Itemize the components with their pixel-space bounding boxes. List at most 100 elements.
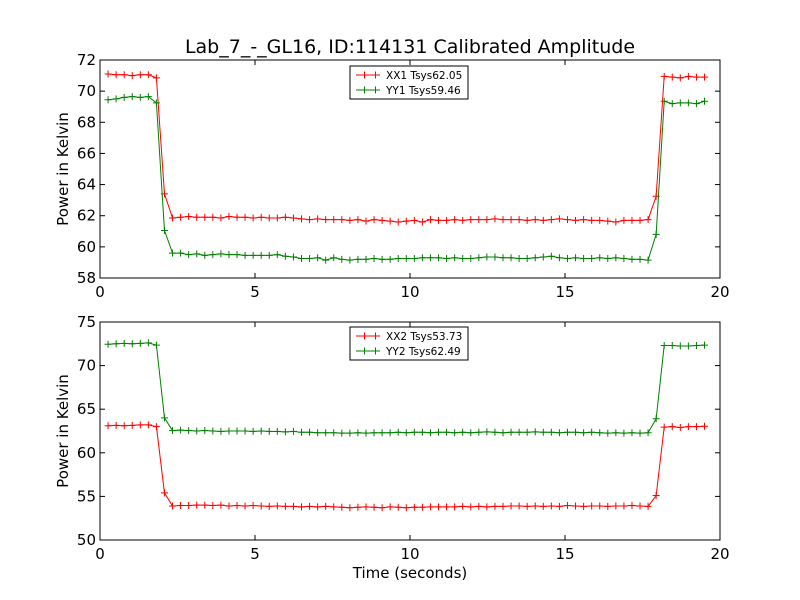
data-point-0-1-0 [104,96,112,104]
data-point-1-1-3 [128,340,136,348]
data-point-1-0-7 [160,489,168,497]
data-point-1-1-39 [418,428,426,436]
data-point-0-0-62 [604,217,612,225]
data-point-1-0-47 [483,503,491,511]
data-point-1-0-69 [660,423,668,431]
data-point-1-1-30 [346,429,354,437]
data-point-0-0-51 [515,216,523,224]
data-point-0-1-56 [555,254,563,262]
data-point-0-0-65 [628,216,636,224]
x-tick-label-0-1: 5 [250,283,260,301]
data-point-1-1-21 [273,427,281,435]
data-point-1-1-69 [660,342,668,350]
data-point-0-0-44 [459,216,467,224]
data-point-0-1-27 [322,256,330,264]
data-point-0-0-64 [620,216,628,224]
data-point-1-0-66 [636,502,644,510]
data-point-1-1-13 [209,427,217,435]
legend-marker-1-1 [361,347,379,355]
data-point-1-1-18 [249,427,257,435]
data-point-0-0-12 [201,213,209,221]
data-point-0-0-57 [563,216,571,224]
data-point-0-1-33 [370,255,378,263]
data-point-0-0-63 [612,218,620,226]
data-point-1-1-42 [443,428,451,436]
data-point-0-0-21 [273,214,281,222]
data-point-1-1-10 [185,427,193,435]
x-tick-label-1-3: 15 [555,545,574,563]
data-point-1-0-1 [112,421,120,429]
data-point-1-0-60 [588,502,596,510]
data-point-1-0-2 [120,422,128,430]
data-point-0-1-62 [604,255,612,263]
data-point-0-1-29 [338,255,346,263]
data-point-1-0-28 [330,503,338,511]
data-point-0-0-48 [491,215,499,223]
y-tick-label-1-0: 50 [77,531,96,549]
data-point-1-0-0 [104,422,112,430]
data-point-0-1-52 [523,255,531,263]
data-point-0-1-58 [572,254,580,262]
data-point-0-1-11 [193,250,201,258]
data-point-1-0-25 [306,502,314,510]
y-tick-label-0-6: 70 [77,82,96,100]
data-point-1-1-74 [701,341,708,349]
data-point-1-1-71 [676,342,684,350]
data-point-1-0-19 [257,502,265,510]
data-point-0-0-2 [120,71,128,79]
data-point-1-1-52 [523,428,531,436]
y-tick-label-0-7: 72 [77,51,96,69]
data-point-1-0-35 [386,503,394,511]
data-point-0-1-63 [612,254,620,262]
data-point-0-0-30 [346,216,354,224]
figure-title: Lab_7_-_GL16, ID:114131 Calibrated Ampli… [185,36,635,58]
data-point-0-0-32 [362,217,370,225]
data-point-1-0-27 [322,502,330,510]
legend-marker-1-0 [361,332,379,340]
data-point-1-0-39 [418,503,426,511]
data-point-1-1-8 [169,427,177,435]
data-point-1-0-48 [491,502,499,510]
data-point-1-0-23 [289,502,297,510]
data-point-0-1-22 [281,252,289,260]
data-point-1-0-43 [451,503,459,511]
y-tick-label-0-5: 68 [77,113,96,131]
data-point-1-0-4 [136,421,144,429]
data-point-1-1-36 [394,428,402,436]
data-point-1-0-18 [249,502,257,510]
data-point-0-1-14 [217,250,225,258]
legend-1: XX2 Tsys53.73 YY2 Tsys62.49 [349,326,469,361]
data-point-1-1-37 [402,429,410,437]
data-point-1-1-25 [306,428,314,436]
data-point-0-1-59 [580,255,588,263]
data-point-1-1-28 [330,429,338,437]
data-point-1-1-57 [563,428,571,436]
data-point-0-1-40 [426,254,434,262]
data-point-1-0-12 [201,501,209,509]
data-point-0-1-65 [628,255,636,263]
x-tick-label-1-2: 10 [400,545,419,563]
data-point-0-1-35 [386,255,394,263]
data-point-0-0-52 [523,216,531,224]
data-point-0-1-4 [136,93,144,101]
data-point-1-1-23 [289,427,297,435]
legend-0: XX1 Tsys62.05 YY1 Tsys59.46 [349,65,469,100]
data-point-0-1-68 [652,230,660,238]
data-point-1-0-8 [169,502,177,510]
data-point-1-0-46 [475,502,483,510]
data-point-1-1-44 [459,428,467,436]
data-point-0-1-19 [257,251,265,259]
y-tick-label-1-2: 60 [77,444,96,462]
data-point-1-1-61 [596,429,604,437]
data-point-0-0-9 [177,213,185,221]
data-point-1-0-22 [281,502,289,510]
data-point-1-1-38 [410,428,418,436]
y-tick-label-0-3: 64 [77,176,96,194]
data-point-1-1-4 [136,339,144,347]
x-tick-label-1-0: 0 [95,545,105,563]
data-point-1-0-24 [298,503,305,511]
data-point-1-1-27 [322,429,330,437]
data-point-0-1-43 [451,254,459,262]
data-point-1-1-29 [338,429,346,437]
data-point-0-1-25 [306,255,314,263]
